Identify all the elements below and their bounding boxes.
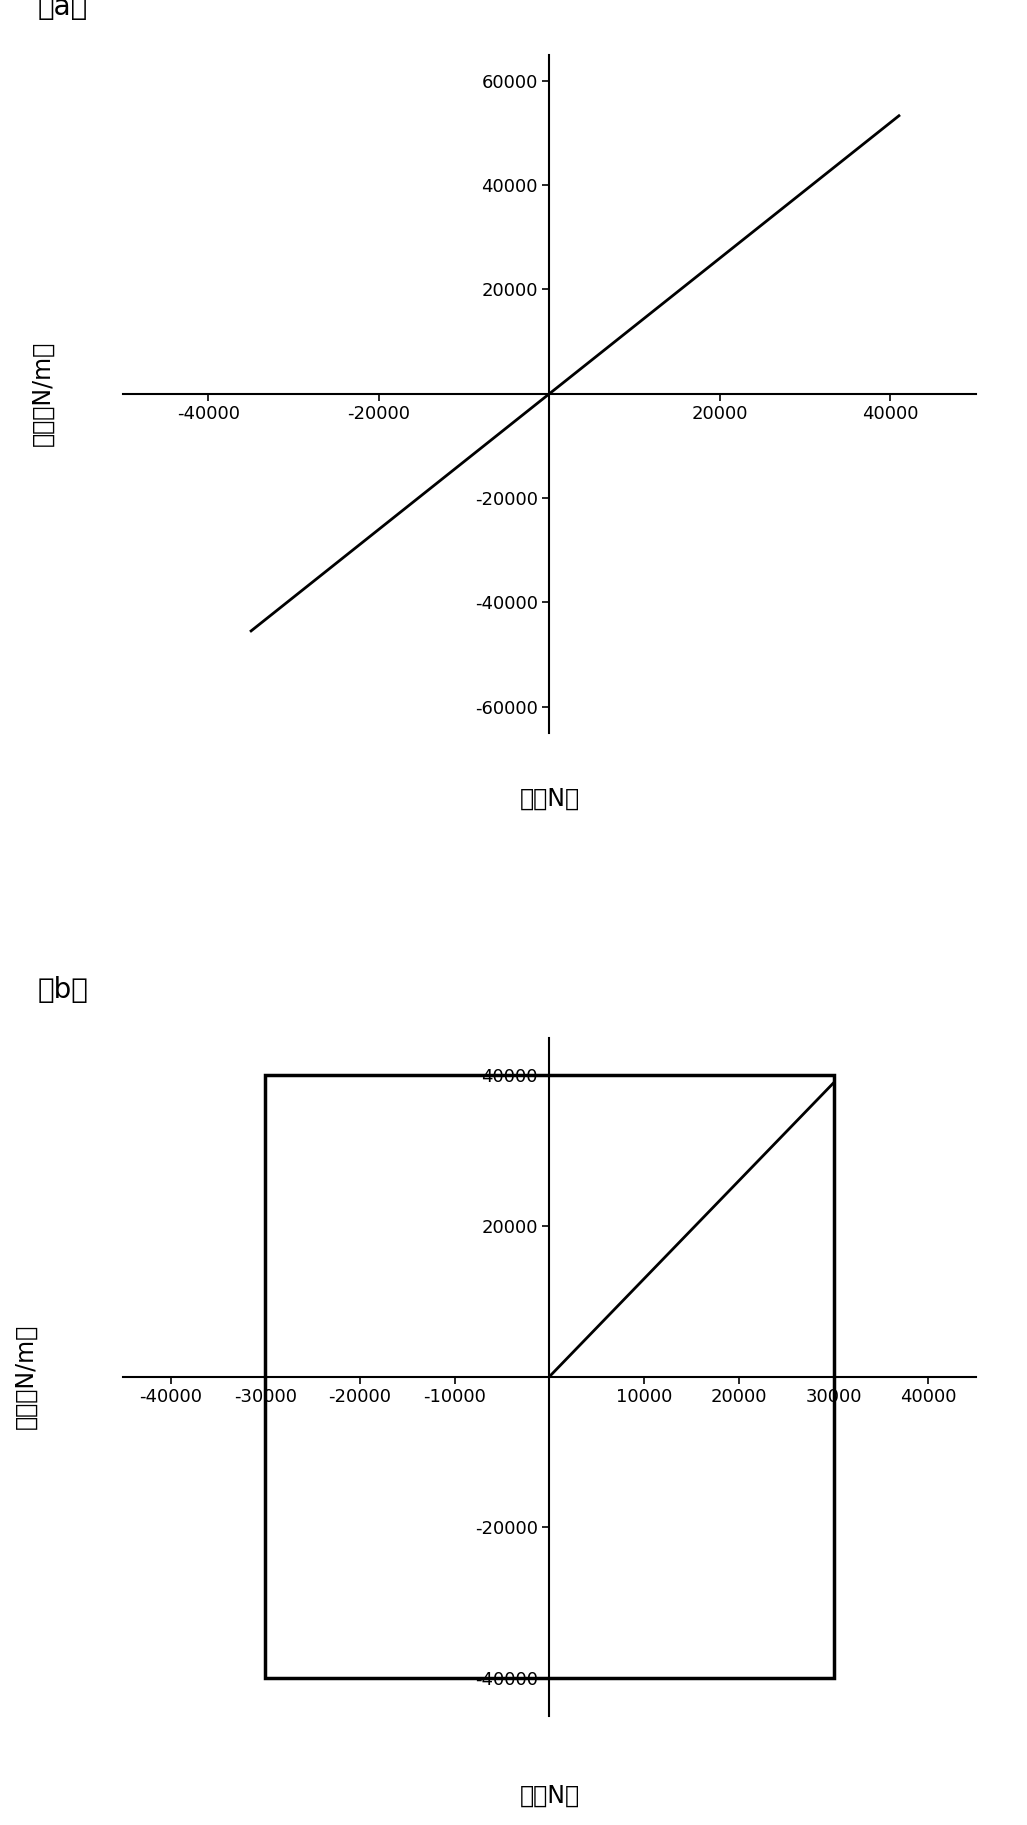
Bar bbox=[265, 1075, 834, 1677]
Text: 扛矩（N/m）: 扛矩（N/m） bbox=[14, 1323, 38, 1429]
Text: （b）: （b） bbox=[38, 976, 89, 1004]
Text: 扛矩（N/m）: 扛矩（N/m） bbox=[31, 341, 55, 447]
Text: 力（N）: 力（N） bbox=[520, 787, 579, 810]
Text: 力（N）: 力（N） bbox=[520, 1783, 579, 1807]
Text: （a）: （a） bbox=[38, 0, 88, 20]
